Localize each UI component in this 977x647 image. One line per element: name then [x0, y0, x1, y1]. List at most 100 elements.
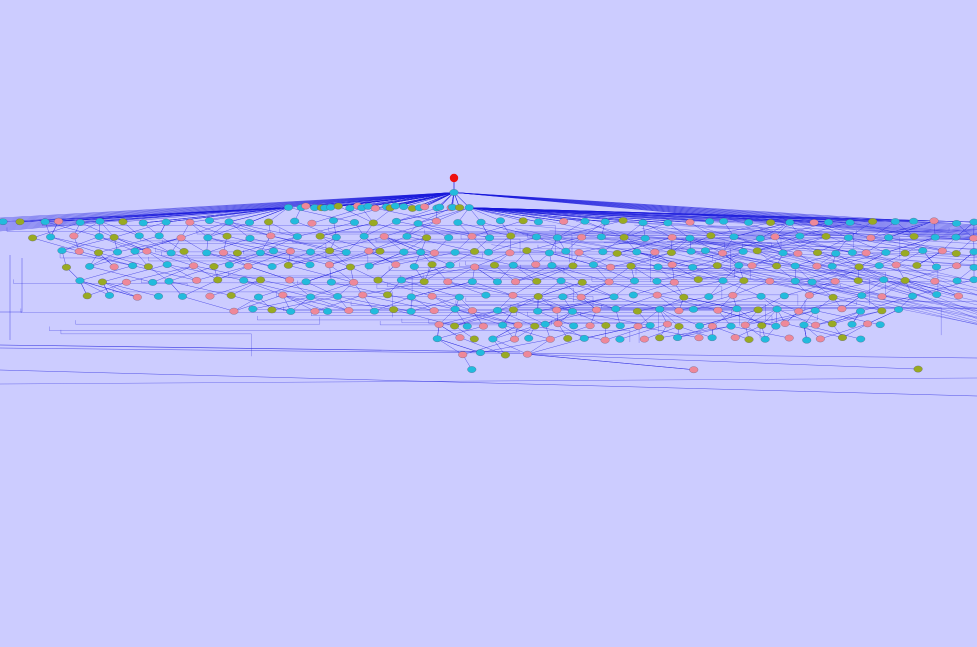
graph-node[interactable] — [655, 334, 665, 342]
graph-node[interactable] — [824, 218, 834, 226]
graph-node[interactable] — [134, 232, 144, 240]
graph-node[interactable] — [85, 263, 95, 270]
graph-node[interactable] — [94, 233, 104, 240]
graph-node[interactable] — [500, 351, 510, 359]
graph-node[interactable] — [585, 322, 595, 330]
graph-node[interactable] — [69, 232, 79, 240]
graph-node[interactable] — [568, 262, 578, 270]
graph-node[interactable] — [854, 263, 864, 271]
graph-node[interactable] — [349, 279, 359, 286]
graph-node[interactable] — [454, 293, 464, 301]
graph-node[interactable] — [894, 306, 904, 313]
graph-node[interactable] — [626, 262, 636, 270]
graph-node[interactable] — [508, 261, 518, 269]
graph-node[interactable] — [771, 322, 781, 330]
graph-node[interactable] — [430, 249, 439, 257]
graph-node[interactable] — [738, 248, 748, 255]
graph-node[interactable] — [689, 366, 699, 374]
graph-node[interactable] — [105, 292, 114, 299]
graph-node[interactable] — [402, 233, 412, 240]
graph-node[interactable] — [718, 249, 728, 257]
graph-node[interactable] — [307, 219, 317, 227]
graph-node[interactable] — [267, 263, 277, 270]
graph-node[interactable] — [389, 306, 399, 313]
graph-node[interactable] — [345, 204, 355, 212]
graph-node[interactable] — [533, 307, 543, 315]
graph-node[interactable] — [399, 248, 409, 256]
graph-node[interactable] — [713, 306, 723, 314]
graph-node[interactable] — [866, 234, 876, 242]
graph-node[interactable] — [306, 248, 315, 256]
graph-node[interactable] — [522, 350, 532, 358]
graph-node[interactable] — [655, 305, 665, 313]
graph-node[interactable] — [286, 308, 296, 315]
graph-node[interactable] — [780, 320, 790, 327]
graph-node[interactable] — [444, 234, 454, 241]
graph-node[interactable] — [513, 321, 523, 329]
graph-node[interactable] — [561, 247, 571, 255]
graph-node[interactable] — [505, 249, 515, 257]
graph-node[interactable] — [912, 262, 922, 269]
graph-node[interactable] — [485, 234, 495, 242]
graph-node[interactable] — [793, 250, 803, 257]
graph-node[interactable] — [753, 306, 763, 314]
graph-node[interactable] — [969, 276, 977, 284]
graph-node[interactable] — [333, 293, 343, 300]
graph-node[interactable] — [267, 306, 277, 314]
graph-node[interactable] — [795, 232, 805, 240]
graph-node[interactable] — [952, 277, 962, 285]
graph-node[interactable] — [399, 203, 409, 210]
graph-node[interactable] — [739, 277, 749, 284]
graph-node[interactable] — [432, 335, 442, 343]
graph-node[interactable] — [732, 305, 742, 313]
graph-node[interactable] — [756, 292, 766, 300]
graph-node[interactable] — [490, 261, 499, 269]
graph-node[interactable] — [909, 217, 919, 225]
graph-node[interactable] — [937, 247, 947, 255]
graph-node[interactable] — [533, 218, 543, 226]
graph-node[interactable] — [612, 250, 622, 257]
graph-node[interactable] — [877, 307, 887, 315]
graph-node[interactable] — [828, 293, 838, 301]
graph-node[interactable] — [429, 307, 439, 314]
graph-node[interactable] — [909, 233, 919, 240]
graph-node[interactable] — [130, 247, 140, 255]
graph-node[interactable] — [579, 335, 589, 342]
graph-node[interactable] — [478, 322, 488, 330]
graph-node[interactable] — [344, 307, 354, 314]
graph-node[interactable] — [481, 291, 491, 299]
graph-node[interactable] — [166, 249, 176, 257]
graph-node[interactable] — [667, 233, 677, 241]
graph-node[interactable] — [930, 233, 940, 241]
graph-node[interactable] — [577, 233, 587, 241]
graph-node[interactable] — [483, 248, 493, 256]
graph-node[interactable] — [450, 305, 460, 313]
graph-node[interactable] — [853, 277, 863, 284]
graph-node[interactable] — [604, 278, 614, 286]
graph-node[interactable] — [630, 277, 640, 285]
graph-node[interactable] — [358, 291, 368, 299]
graph-node[interactable] — [406, 308, 416, 315]
graph-node[interactable] — [811, 321, 821, 329]
graph-node[interactable] — [730, 334, 740, 341]
graph-node[interactable] — [553, 234, 562, 241]
graph-node[interactable] — [305, 261, 315, 269]
graph-node[interactable] — [815, 335, 825, 343]
graph-node[interactable] — [269, 247, 279, 255]
graph-node[interactable] — [383, 291, 392, 299]
graph-node[interactable] — [951, 250, 961, 257]
graph-node[interactable] — [345, 263, 355, 271]
graph-node[interactable] — [128, 262, 138, 269]
graph-node[interactable] — [427, 261, 437, 268]
graph-node[interactable] — [54, 217, 64, 225]
graph-node[interactable] — [406, 293, 416, 301]
graph-node[interactable] — [718, 277, 728, 285]
graph-node[interactable] — [350, 219, 359, 226]
graph-node[interactable] — [278, 291, 288, 299]
graph-node[interactable] — [301, 202, 311, 210]
graph-node[interactable] — [470, 263, 480, 271]
graph-node[interactable] — [224, 261, 234, 269]
graph-node[interactable] — [969, 248, 977, 256]
graph-node[interactable] — [283, 204, 293, 211]
graph-node[interactable] — [243, 262, 253, 270]
